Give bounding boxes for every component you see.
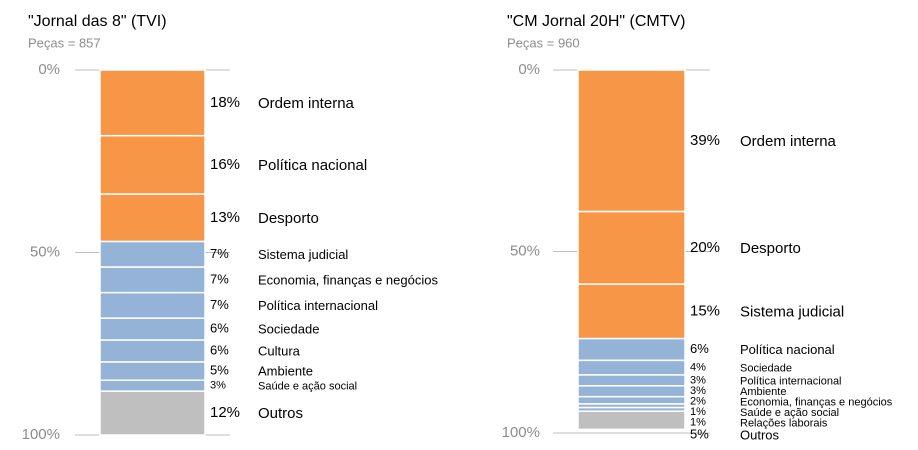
y-tick-label: 100% [22,426,60,443]
value-label: 39% [690,132,720,149]
segment [577,395,686,405]
value-label: 3% [690,385,706,397]
segment [577,374,686,387]
value-label: 6% [210,342,229,357]
value-label: 15% [690,302,720,319]
segment-label: Outros [740,427,780,442]
segment [99,317,206,341]
value-label: 6% [690,341,709,356]
segment [99,291,206,319]
y-tick-label: 50% [30,243,60,260]
value-label: 20% [690,239,720,256]
segment-label: Política internacional [258,298,378,313]
chart-subtitle: Peças = 960 [507,35,580,50]
value-label: 4% [690,362,706,374]
segment-label: Outros [258,405,303,422]
segment [577,410,686,431]
segment-label: Economia, finanças e negócios [258,272,438,287]
segment [577,69,686,213]
value-label: 7% [210,297,229,312]
segment [99,240,206,268]
segment [577,210,686,285]
segment-label: Economia, finanças e negócios [740,397,893,409]
value-label: 1% [690,406,706,418]
value-label: 3% [210,380,226,392]
value-label: 12% [210,404,240,421]
value-label: 16% [210,156,240,173]
y-tick-label: 100% [502,424,540,441]
value-label: 7% [210,271,229,286]
segment [99,266,206,294]
y-tick-label: 0% [38,61,60,78]
segment-label: Sistema judicial [258,247,348,262]
value-label: 5% [210,363,229,378]
segment-label: Saúde e ação social [740,407,839,419]
value-label: 18% [210,94,240,111]
segment-label: Sistema judicial [740,303,844,320]
value-label: 7% [210,246,229,261]
segment-label: Relações laborais [740,418,828,430]
segment-label: Política nacional [258,157,367,174]
segment [577,337,686,362]
segment [99,361,206,381]
segment-label: Ambiente [258,364,313,379]
segment-label: Ambiente [740,386,786,398]
segment-label: Cultura [258,343,301,358]
value-label: 3% [690,374,706,386]
segment [99,134,206,195]
segment-label: Sociedade [258,322,319,337]
segment-label: Sociedade [740,363,792,375]
segment-label: Política nacional [740,342,835,357]
value-label: 5% [690,426,709,441]
segment [99,390,206,436]
value-label: 1% [690,417,706,429]
segment [99,193,206,243]
chart-subtitle: Peças = 857 [28,35,101,50]
segment [99,379,206,392]
segment [577,283,686,340]
segment-label: Saúde e ação social [258,381,357,393]
y-tick-label: 50% [510,242,540,259]
value-label: 2% [690,396,706,408]
y-tick-label: 0% [518,61,540,78]
segment-label: Política internacional [740,375,842,387]
chart-title: "Jornal das 8" (TVI) [28,13,167,30]
segment [577,359,686,376]
segment [577,385,686,398]
value-label: 13% [210,209,240,226]
segment [99,339,206,363]
chart-title: "CM Jornal 20H" (CMTV) [507,13,686,30]
segment-label: Desporto [740,240,801,257]
segment [99,69,206,137]
value-label: 6% [210,321,229,336]
segment-label: Ordem interna [258,95,355,112]
segment-label: Ordem interna [740,133,837,150]
segment-label: Desporto [258,210,319,227]
